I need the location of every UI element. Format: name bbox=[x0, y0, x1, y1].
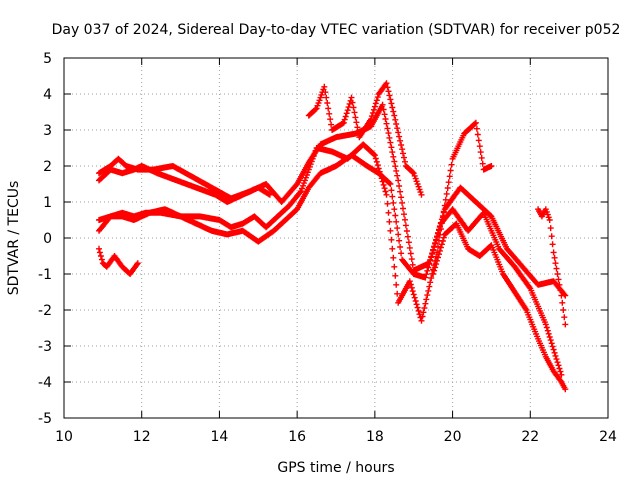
y-tick-label: -1 bbox=[38, 267, 52, 283]
y-tick-label: 5 bbox=[43, 51, 52, 67]
series-track-4 bbox=[96, 152, 565, 378]
y-axis-label: SDTVAR / TECUs bbox=[6, 181, 22, 296]
x-tick-label: 10 bbox=[55, 429, 73, 445]
y-tick-label: 2 bbox=[43, 159, 52, 175]
x-tick-label: 20 bbox=[444, 429, 462, 445]
grid-lines bbox=[64, 58, 608, 418]
series-track-3 bbox=[96, 119, 495, 324]
y-tick-label: 4 bbox=[43, 87, 52, 103]
data-markers bbox=[96, 245, 141, 277]
y-tick-label: -4 bbox=[38, 375, 52, 391]
x-tick-label: 24 bbox=[599, 429, 617, 445]
series-track-5 bbox=[96, 245, 141, 277]
chart-title: Day 037 of 2024, Sidereal Day-to-day VTE… bbox=[52, 22, 621, 38]
x-axis-label: GPS time / hours bbox=[277, 460, 394, 476]
x-tick-label: 22 bbox=[521, 429, 539, 445]
x-tick-labels: 10 12 14 16 18 20 22 24 bbox=[55, 429, 617, 445]
data-markers bbox=[430, 220, 569, 393]
data-markers bbox=[96, 163, 273, 205]
data-markers bbox=[305, 80, 425, 198]
data-markers bbox=[535, 206, 569, 328]
axis-ticks bbox=[63, 57, 609, 419]
y-tick-labels: -5 -4 -3 -2 -1 0 1 2 3 4 5 bbox=[38, 51, 52, 427]
y-tick-label: -2 bbox=[38, 303, 52, 319]
data-markers bbox=[96, 119, 495, 324]
y-tick-label: -3 bbox=[38, 339, 52, 355]
y-tick-label: -5 bbox=[38, 411, 52, 427]
y-tick-label: 3 bbox=[43, 123, 52, 139]
y-tick-label: 1 bbox=[43, 195, 52, 211]
series-track-8 bbox=[535, 206, 569, 328]
series-markers bbox=[96, 80, 569, 393]
series-track-2 bbox=[96, 163, 273, 205]
x-tick-label: 18 bbox=[366, 429, 384, 445]
series-track-6 bbox=[305, 80, 425, 198]
x-tick-label: 16 bbox=[288, 429, 306, 445]
data-markers bbox=[96, 152, 565, 378]
x-tick-label: 14 bbox=[211, 429, 229, 445]
x-tick-label: 12 bbox=[133, 429, 151, 445]
y-tick-label: 0 bbox=[43, 231, 52, 247]
series-track-7 bbox=[430, 220, 569, 393]
